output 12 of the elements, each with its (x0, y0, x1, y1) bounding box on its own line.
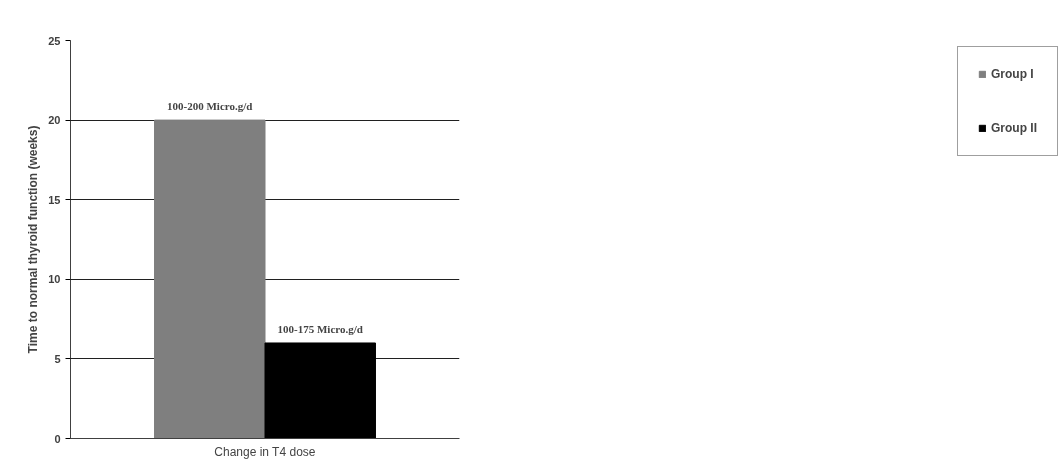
y-tick-label: 10 (48, 273, 61, 286)
data-label: 100-175 Micro.g/d (277, 322, 363, 335)
y-tick-label: 5 (54, 352, 61, 365)
legend-label: Group II (991, 121, 1037, 135)
y-tick-label: 0 (54, 432, 61, 445)
y-tick-label: 25 (48, 34, 61, 47)
data-label: 100-200 Micro.g/d (167, 100, 253, 113)
y-tick-label: 20 (48, 114, 61, 127)
x-axis-title: Change in T4 dose (214, 444, 316, 459)
y-tick-label: 15 (48, 193, 61, 206)
y-axis-title: Time to normal thyroid function (weeks) (26, 125, 41, 354)
legend-label: Group I (991, 67, 1034, 81)
